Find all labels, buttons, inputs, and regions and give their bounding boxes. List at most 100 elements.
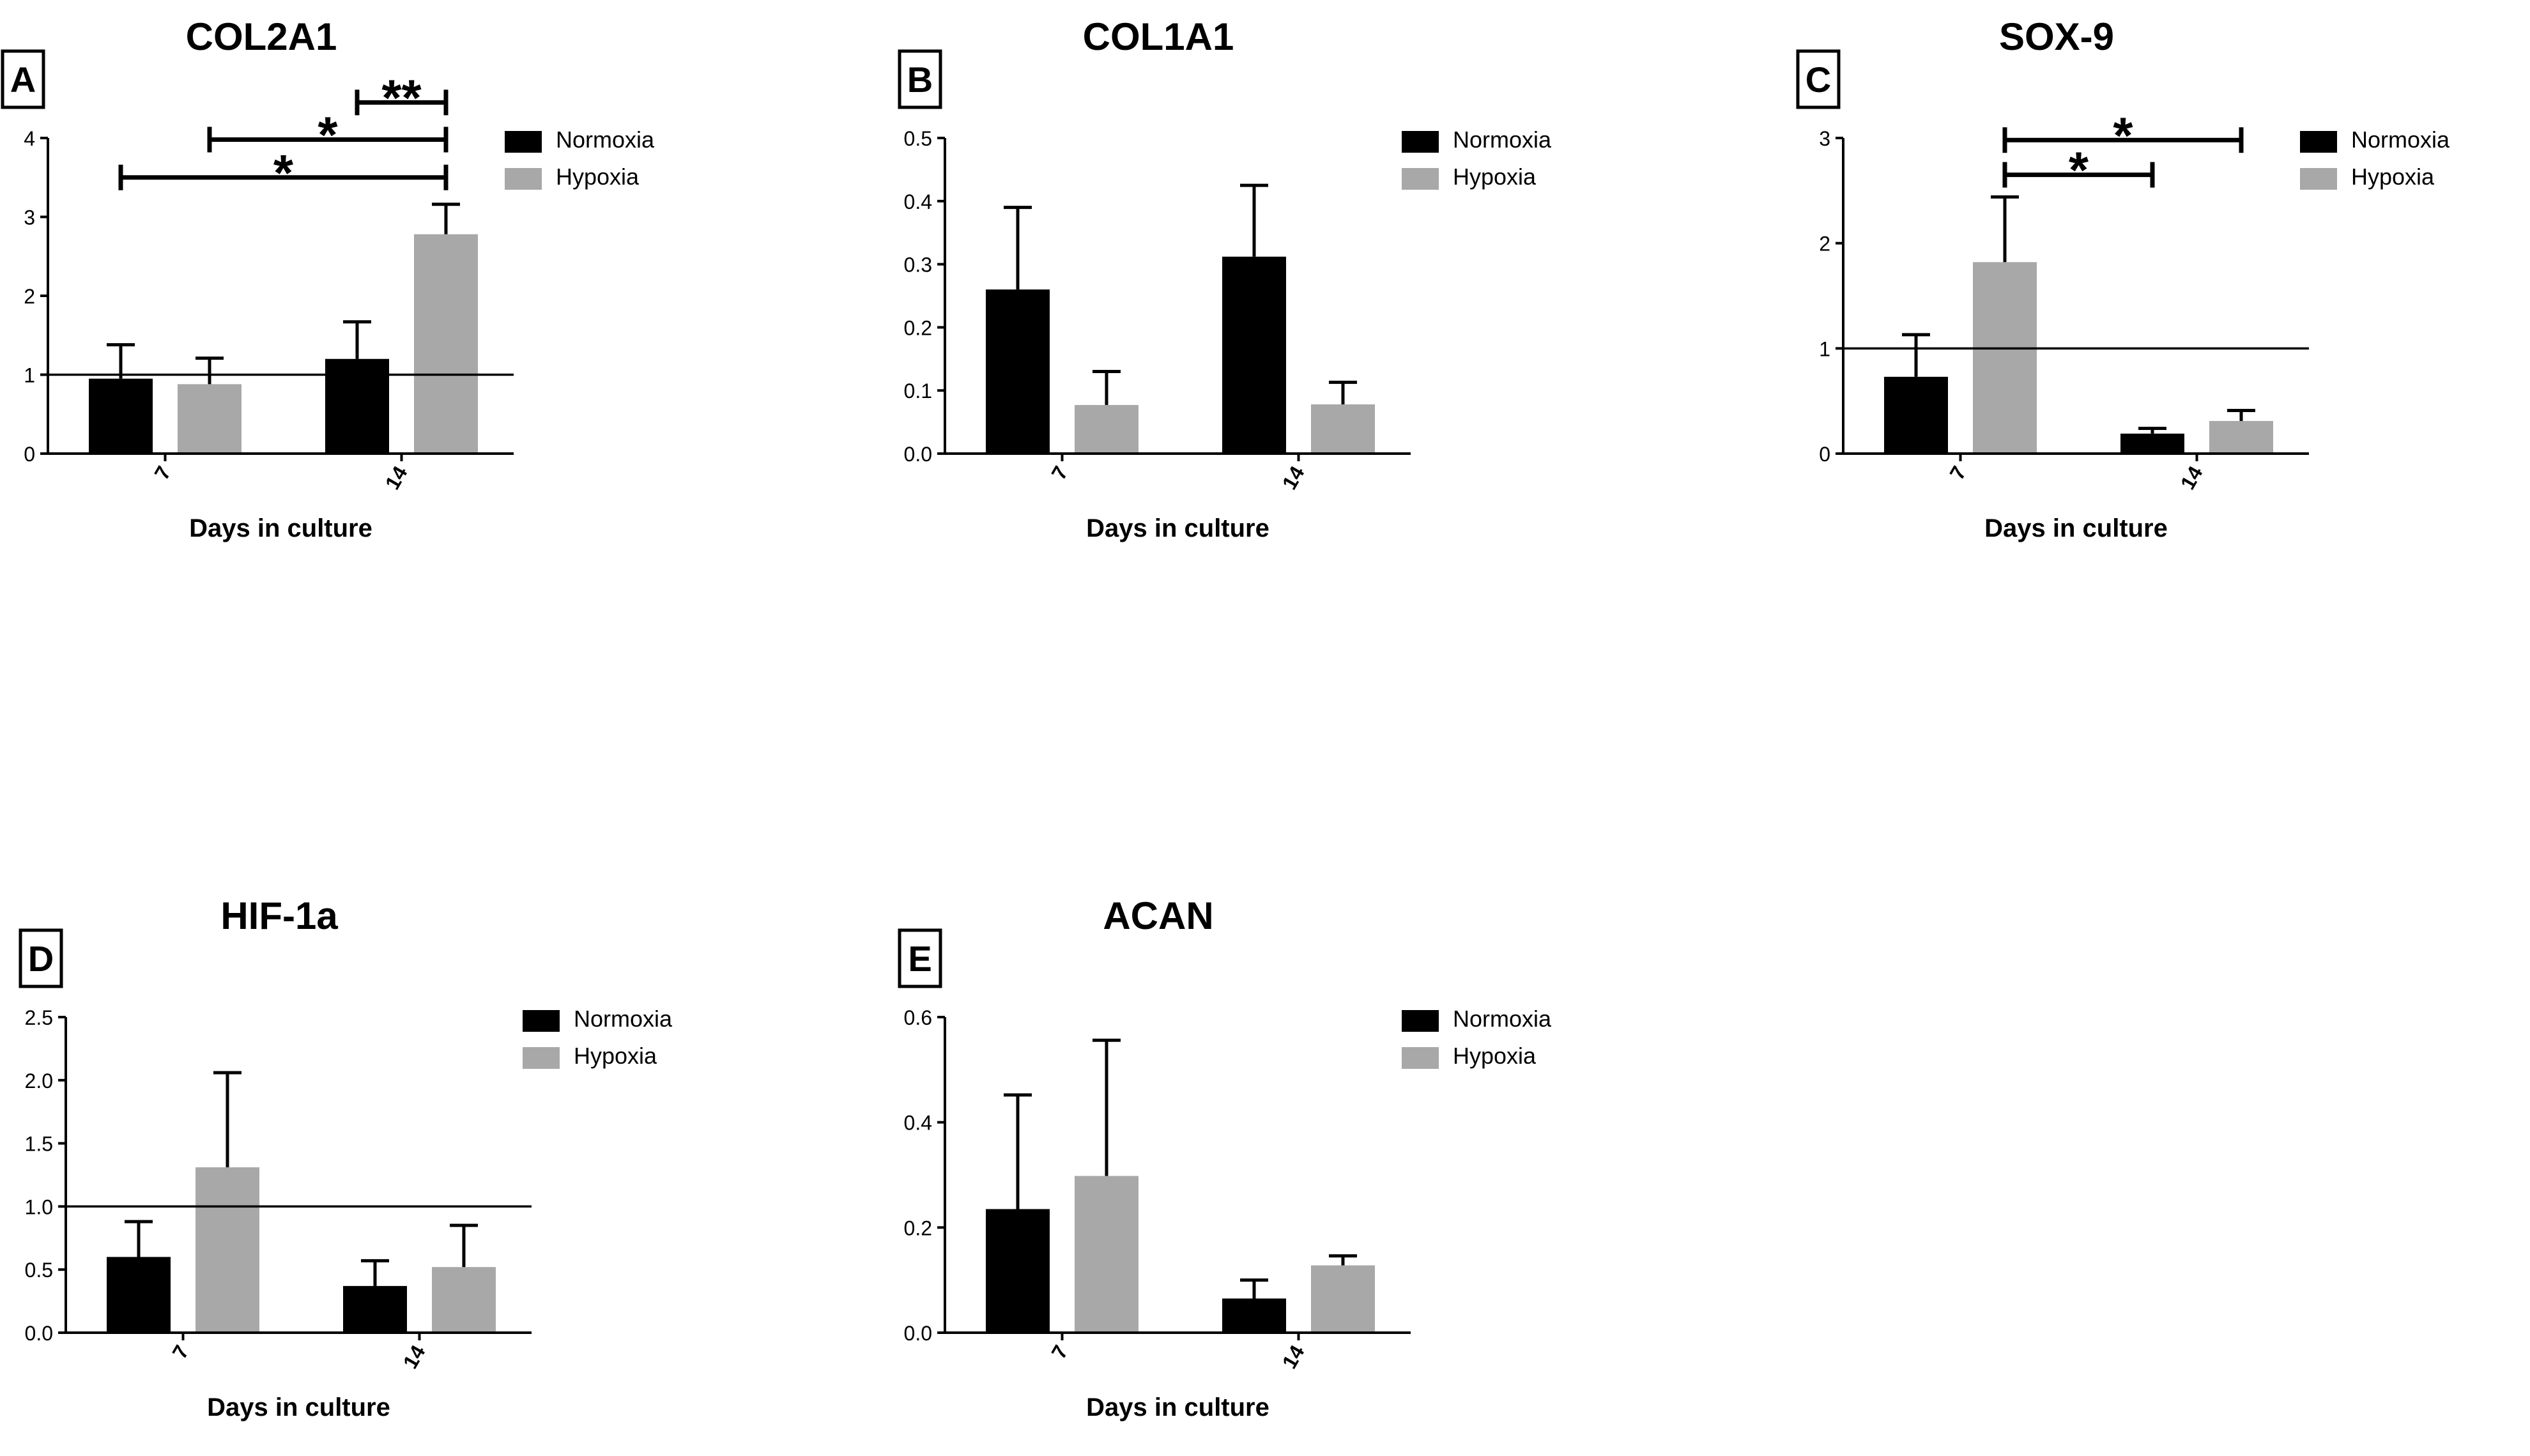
bar-hypoxia-day-14 (414, 234, 478, 454)
bar-hypoxia-day-7 (1075, 404, 1138, 454)
bar-hypoxia-day-14 (2209, 420, 2273, 454)
x-tick-label: 7 (150, 463, 175, 484)
x-tick-label: 14 (381, 462, 412, 493)
significance-label: ** (381, 69, 422, 126)
y-tick-label: 0.5 (904, 127, 932, 150)
y-tick-label: 0.4 (904, 1112, 932, 1135)
bar-hypoxia-day-7 (178, 384, 241, 454)
bar-normoxia-day-14 (343, 1285, 407, 1333)
y-tick-label: 0.2 (904, 316, 932, 339)
legend-swatch-hypoxia (1402, 1047, 1439, 1069)
y-tick-label: 0.6 (904, 1006, 932, 1029)
panel-title: SOX-9 (1999, 15, 2114, 58)
legend-swatch-normoxia (2300, 131, 2337, 153)
y-tick-label: 2 (24, 285, 35, 308)
x-tick-label: 7 (1046, 463, 1072, 484)
y-tick-label: 0.5 (25, 1259, 53, 1282)
bar-normoxia-day-7 (89, 378, 153, 454)
x-axis-label: Days in culture (1086, 1393, 1269, 1422)
significance-label: * (318, 106, 338, 163)
panel-letter-box (19, 928, 63, 988)
x-axis-label: Days in culture (207, 1393, 390, 1422)
x-tick-label: 14 (1278, 1341, 1309, 1372)
x-axis-label: Days in culture (1984, 514, 2168, 542)
x-axis-label: Days in culture (189, 514, 372, 542)
y-tick-label: 0.3 (904, 254, 932, 277)
panel-letter: E (908, 939, 931, 979)
bar-normoxia-day-14 (325, 358, 389, 454)
legend-label-hypoxia: Hypoxia (1453, 164, 1537, 190)
bar-hypoxia-day-7 (195, 1167, 259, 1333)
legend-label-normoxia: Normoxia (2351, 126, 2450, 153)
panel-letter-box (1, 49, 45, 109)
legend-swatch-normoxia (1402, 1010, 1439, 1032)
bar-normoxia-day-7 (107, 1257, 171, 1333)
bar-normoxia-day-7 (986, 1209, 1050, 1333)
bar-hypoxia-day-14 (432, 1267, 496, 1333)
panel-letter: C (1805, 59, 1831, 100)
y-tick-label: 1.5 (25, 1133, 53, 1156)
x-tick-label: 7 (1945, 463, 1970, 484)
panel-letter: D (28, 939, 54, 979)
x-tick-label: 7 (167, 1342, 193, 1363)
legend-swatch-hypoxia (505, 168, 542, 190)
legend-label-normoxia: Normoxia (1453, 1006, 1552, 1032)
panel-e: ACAN E 0.0 0.2 0.4 0.6 7 14 Days in culture Normo… (898, 894, 1552, 1422)
x-tick-label: 14 (2176, 462, 2207, 493)
bar-hypoxia-day-7 (1075, 1176, 1138, 1333)
y-tick-label: 0.0 (904, 443, 932, 466)
panel-title: COL2A1 (186, 15, 337, 58)
x-tick-label: 7 (1046, 1342, 1072, 1363)
y-tick-label: 0.0 (25, 1322, 53, 1345)
x-axis-label: Days in culture (1086, 514, 1269, 542)
y-tick-label: 4 (24, 127, 35, 150)
legend-label-hypoxia: Hypoxia (2351, 164, 2435, 190)
legend-label-hypoxia: Hypoxia (1453, 1043, 1537, 1069)
panel-letter: B (907, 59, 933, 100)
significance-label: * (273, 144, 294, 201)
legend-swatch-hypoxia (523, 1047, 560, 1069)
bar-normoxia-day-7 (1884, 376, 1948, 454)
y-tick-label: 0 (1819, 443, 1830, 466)
legend-label-hypoxia: Hypoxia (574, 1043, 657, 1069)
panel-b: COL1A1 B 0.0 0.1 0.2 0.3 0.4 0.5 7 14 Days in cult… (898, 15, 1552, 542)
legend-swatch-normoxia (523, 1010, 560, 1032)
y-tick-label: 0.1 (904, 379, 932, 402)
y-tick-label: 2.5 (25, 1006, 53, 1029)
y-tick-label: 3 (24, 206, 35, 229)
panel-c: SOX-9 C 0 1 2 3 7 14 Days in culture Normoxia Hypo… (1796, 15, 2450, 542)
bar-normoxia-day-14 (1222, 256, 1286, 454)
x-tick-label: 14 (399, 1341, 430, 1372)
panel-letter-box (1796, 49, 1841, 109)
bar-normoxia-day-7 (986, 289, 1050, 454)
legend-label-hypoxia: Hypoxia (556, 164, 640, 190)
bar-normoxia-day-14 (2120, 433, 2184, 454)
bar-hypoxia-day-7 (1973, 262, 2037, 454)
y-tick-label: 1.0 (25, 1195, 53, 1218)
legend-label-normoxia: Normoxia (1453, 126, 1552, 153)
y-tick-label: 0.0 (904, 1322, 932, 1345)
y-tick-label: 2.0 (25, 1069, 53, 1092)
y-tick-label: 0.4 (904, 190, 932, 213)
panel-letter: A (10, 59, 36, 100)
legend-swatch-hypoxia (1402, 168, 1439, 190)
bar-hypoxia-day-14 (1311, 404, 1375, 454)
panel-title: HIF-1a (220, 894, 338, 937)
y-tick-label: 1 (24, 364, 35, 387)
legend-label-normoxia: Normoxia (574, 1006, 673, 1032)
significance-label: * (2069, 142, 2089, 199)
y-tick-label: 3 (1819, 127, 1830, 150)
significance-label: * (2113, 107, 2133, 164)
legend-swatch-hypoxia (2300, 168, 2337, 190)
bar-hypoxia-day-14 (1311, 1265, 1375, 1333)
y-tick-label: 0.2 (904, 1216, 932, 1239)
legend-label-normoxia: Normoxia (556, 126, 655, 153)
y-tick-label: 2 (1819, 233, 1830, 256)
panel-title: ACAN (1103, 894, 1213, 937)
panel-title: COL1A1 (1083, 15, 1234, 58)
panel-a: COL2A1 A 0 1 2 3 4 7 14 Days in culture Normoxia Hy… (1, 15, 655, 542)
panel-letter-box (898, 928, 942, 988)
legend-swatch-normoxia (505, 131, 542, 153)
